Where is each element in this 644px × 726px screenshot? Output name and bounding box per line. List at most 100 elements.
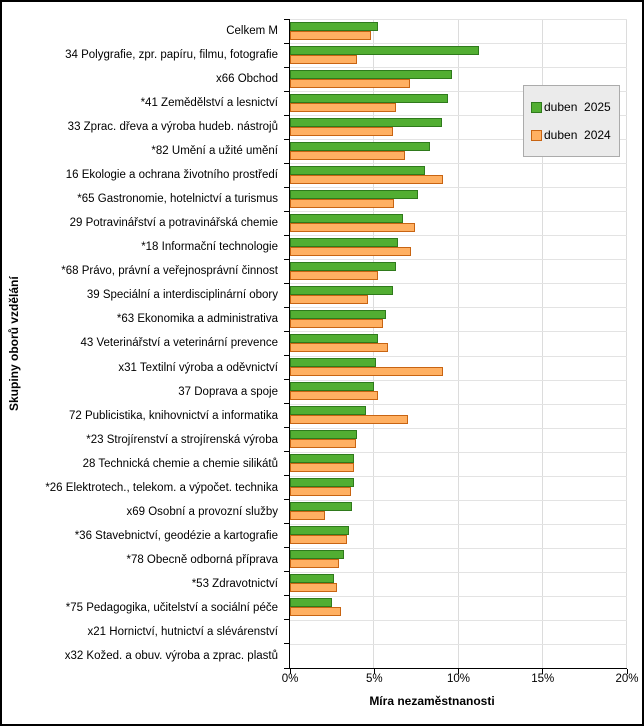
category-label: 16 Ekologie a ochrana životního prostřed… xyxy=(65,169,278,182)
x-axis-tick xyxy=(289,669,291,674)
bar-duben-2024 xyxy=(290,367,444,377)
y-axis-tick xyxy=(284,475,289,477)
y-axis-tick xyxy=(284,547,289,549)
category-label: *26 Elektrotech., telekom. a výpočet. te… xyxy=(45,481,278,494)
category-label: 29 Potravinářství a potravinářská chemie xyxy=(69,217,278,230)
bar-duben-2025 xyxy=(290,454,355,464)
y-axis-tick xyxy=(284,619,289,621)
y-axis-tick xyxy=(284,499,289,501)
category-label: *65 Gastronomie, hotelnictví a turismus xyxy=(77,193,278,206)
category-label: 39 Speciální a interdisciplinární obory xyxy=(86,289,278,302)
category-label: 43 Veterinářství a veterinární prevence xyxy=(80,337,278,350)
gridline-horizontal xyxy=(290,331,627,333)
gridline-horizontal xyxy=(290,115,627,117)
gridline-horizontal xyxy=(290,211,627,213)
gridline-horizontal xyxy=(290,163,627,165)
y-axis-tick xyxy=(284,571,289,573)
y-axis-tick xyxy=(284,403,289,405)
gridline-horizontal xyxy=(290,283,627,285)
bar-duben-2024 xyxy=(290,607,341,617)
gridline-horizontal xyxy=(290,451,627,453)
bar-duben-2024 xyxy=(290,198,395,208)
bar-duben-2025 xyxy=(290,358,376,368)
gridline-horizontal xyxy=(290,499,627,501)
gridline-horizontal xyxy=(290,139,627,141)
category-label: 72 Publicistika, knihovnictví a informat… xyxy=(68,409,278,422)
bar-duben-2025 xyxy=(290,189,419,199)
bar-duben-2025 xyxy=(290,309,387,319)
y-axis-tick xyxy=(284,66,289,68)
gridline-horizontal xyxy=(290,427,627,429)
gridline-horizontal xyxy=(290,595,627,597)
y-axis-tick xyxy=(284,330,289,332)
bar-duben-2025 xyxy=(290,93,449,103)
legend-swatch-2025 xyxy=(531,101,542,113)
bar-duben-2025 xyxy=(290,165,425,175)
category-label: 28 Technická chemie a chemie silikátů xyxy=(82,457,278,470)
bar-duben-2024 xyxy=(290,535,348,545)
category-label: 34 Polygrafie, zpr. papíru, filmu, fotog… xyxy=(65,49,278,62)
gridline-vertical xyxy=(457,19,459,668)
category-label: *78 Obecně odborná příprava xyxy=(126,553,278,566)
y-axis-tick xyxy=(284,595,289,597)
bar-duben-2025 xyxy=(290,69,452,79)
bar-duben-2024 xyxy=(290,150,405,160)
gridline-horizontal xyxy=(290,91,627,93)
y-axis-tick xyxy=(284,234,289,236)
category-label: *63 Ekonomika a administrativa xyxy=(116,313,278,326)
bar-duben-2025 xyxy=(290,526,349,536)
category-label: *82 Umění a užité umění xyxy=(151,145,278,158)
gridline-horizontal xyxy=(290,403,627,405)
y-axis-tick xyxy=(284,667,289,669)
bar-duben-2025 xyxy=(290,21,378,31)
y-axis-tick xyxy=(284,306,289,308)
bar-duben-2024 xyxy=(290,511,326,521)
gridline-horizontal xyxy=(290,619,627,621)
bar-duben-2025 xyxy=(290,502,353,512)
y-axis-tick xyxy=(284,162,289,164)
x-tick-label: 5% xyxy=(365,673,383,685)
bar-duben-2024 xyxy=(290,342,388,352)
legend-label-2025: duben 2025 xyxy=(544,100,611,114)
bar-duben-2024 xyxy=(290,78,410,88)
y-axis-tick xyxy=(284,523,289,525)
category-label: x31 Textilní výroba a oděvnictví xyxy=(118,361,278,374)
bar-duben-2025 xyxy=(290,141,430,151)
y-axis-tick xyxy=(284,18,289,20)
bar-duben-2024 xyxy=(290,391,378,401)
bar-duben-2024 xyxy=(290,318,383,328)
bar-duben-2024 xyxy=(290,415,408,425)
plot-area xyxy=(284,18,628,674)
bar-duben-2025 xyxy=(290,261,397,271)
bar-duben-2025 xyxy=(290,478,355,488)
y-axis-tick xyxy=(284,210,289,212)
legend-item-2024: duben 2024 xyxy=(531,128,619,142)
bar-duben-2024 xyxy=(290,174,444,184)
y-axis-tick xyxy=(284,258,289,260)
y-axis-tick xyxy=(284,379,289,381)
bar-duben-2024 xyxy=(290,270,378,280)
y-axis-tick xyxy=(284,282,289,284)
gridline-horizontal xyxy=(290,19,627,20)
category-labels: Celkem M 34 Polygrafie, zpr. papíru, film… xyxy=(2,19,284,668)
category-label: *23 Strojírenství a strojírenská výroba xyxy=(86,433,278,446)
category-label: *41 Zemědělství a lesnictví xyxy=(140,97,278,110)
bar-duben-2025 xyxy=(290,213,403,223)
bar-duben-2024 xyxy=(290,294,368,304)
bar-duben-2024 xyxy=(290,102,397,112)
gridline-horizontal xyxy=(290,523,627,525)
gridline-horizontal xyxy=(290,259,627,261)
gridline-horizontal xyxy=(290,355,627,357)
y-axis-tick xyxy=(284,355,289,357)
bar-duben-2025 xyxy=(290,237,398,247)
gridline-horizontal xyxy=(290,547,627,549)
x-tick-label: 15% xyxy=(531,673,555,685)
category-label: x32 Kožed. a obuv. výroba a zprac. plast… xyxy=(64,649,278,662)
bar-duben-2025 xyxy=(290,598,333,608)
gridline-vertical xyxy=(626,19,627,668)
bar-duben-2024 xyxy=(290,583,338,593)
category-label: *18 Informační technologie xyxy=(141,241,278,254)
bar-duben-2025 xyxy=(290,550,344,560)
x-tick-label: 0% xyxy=(281,673,299,685)
